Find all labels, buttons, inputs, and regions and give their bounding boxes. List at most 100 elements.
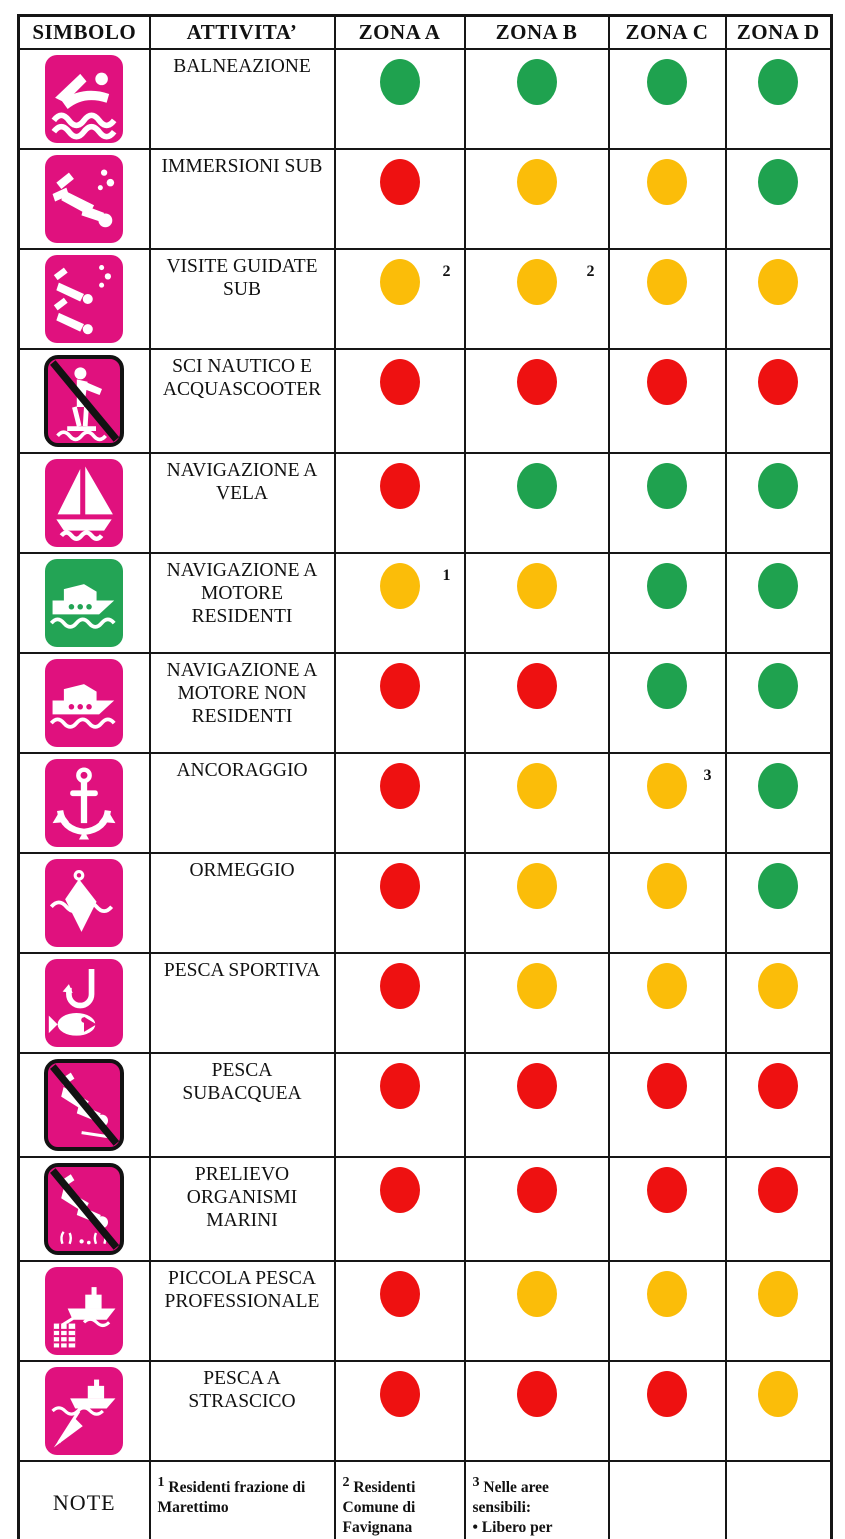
table-row: NAVIGAZIONE A MOTORE RESIDENTI 1 (17, 552, 833, 654)
status-dot (379, 463, 420, 509)
status-dot (647, 1063, 687, 1109)
status-dot (379, 763, 420, 809)
table-row: PESCA A STRASCICO (17, 1360, 833, 1462)
note-1: 1 Residenti frazione di Marettimo (148, 1460, 336, 1539)
water-skier-prohibited-icon (44, 355, 125, 447)
status-dot (516, 59, 557, 105)
notes-label: NOTE (17, 1460, 151, 1539)
note-3: 3 Nelle aree sensibili: • Libero per nat… (463, 1460, 610, 1539)
status-dot (758, 1167, 799, 1213)
organisms-collection-prohibited-icon (44, 1163, 125, 1255)
note-2-text: Residenti Comune di Favignana (342, 1479, 416, 1537)
activity-label: NAVIGAZIONE A VELA (148, 452, 336, 554)
activity-label: VISITE GUIDATE SUB (148, 248, 336, 350)
status-dot (758, 463, 799, 509)
table-row: ANCORAGGIO 3 (17, 752, 833, 854)
status-dot (379, 963, 420, 1009)
status-dot (647, 763, 687, 809)
status-dot (758, 863, 799, 909)
status-dot (516, 563, 557, 609)
status-dot (758, 663, 799, 709)
activity-label: PESCA SPORTIVA (148, 952, 336, 1054)
activity-label: ANCORAGGIO (148, 752, 336, 854)
table-row: VISITE GUIDATE SUB 2 2 (17, 248, 833, 350)
table-row: NAVIGAZIONE A VELA (17, 452, 833, 554)
status-dot (379, 259, 420, 305)
note-empty-cell (724, 1460, 833, 1539)
fishing-boat-with-net-icon (45, 1267, 124, 1355)
note-ref: 2 (586, 263, 595, 280)
mooring-buoy-icon (45, 859, 124, 947)
col-header-zona-a: ZONA A (333, 14, 466, 50)
motorboat-icon (45, 559, 124, 647)
status-dot (758, 1063, 799, 1109)
status-dot (379, 1371, 420, 1417)
status-dot (516, 1271, 557, 1317)
note-3-text: Nelle aree sensibili: • Libero per natan… (472, 1479, 553, 1537)
status-dot (647, 259, 687, 305)
status-dot (379, 1063, 420, 1109)
status-dot (758, 259, 799, 305)
col-header-simbolo: SIMBOLO (17, 14, 151, 50)
note-ref: 2 (442, 263, 451, 280)
note-2: 2 Residenti Comune di Favignana (333, 1460, 466, 1539)
status-dot (758, 1371, 799, 1417)
status-dot (647, 863, 687, 909)
status-dot (647, 359, 687, 405)
status-dot (647, 1167, 687, 1213)
status-dot (516, 763, 557, 809)
status-dot (758, 763, 799, 809)
sailboat-icon (45, 459, 124, 547)
status-dot (647, 1271, 687, 1317)
status-dot (647, 159, 687, 205)
status-dot (758, 1271, 799, 1317)
activity-label: NAVIGAZIONE A MOTORE RESIDENTI (148, 552, 336, 654)
status-dot (379, 663, 420, 709)
swimmer-icon (45, 55, 124, 143)
status-dot (379, 59, 420, 105)
status-dot (516, 359, 557, 405)
table-row: NAVIGAZIONE A MOTORE NON RESIDENTI (17, 652, 833, 754)
status-dot (379, 863, 420, 909)
col-header-zona-b: ZONA B (463, 14, 610, 50)
status-dot (758, 159, 799, 205)
status-dot (516, 463, 557, 509)
table-row: BALNEAZIONE (17, 48, 833, 150)
guided-divers-icon (45, 255, 124, 343)
trawler-icon (45, 1367, 124, 1455)
status-dot (516, 159, 557, 205)
motorboat-icon (45, 659, 124, 747)
table-row: PICCOLA PESCA PROFESSIONALE (17, 1260, 833, 1362)
status-dot (516, 1371, 557, 1417)
table-row: PESCA SPORTIVA (17, 952, 833, 1054)
activity-label: BALNEAZIONE (148, 48, 336, 150)
status-dot (379, 1271, 420, 1317)
activity-label: NAVIGAZIONE A MOTORE NON RESIDENTI (148, 652, 336, 754)
activity-label: SCI NAUTICO E ACQUASCOOTER (148, 348, 336, 454)
status-dot (758, 59, 799, 105)
status-dot (379, 1167, 420, 1213)
status-dot (647, 463, 687, 509)
col-header-attivita: ATTIVITA’ (148, 14, 336, 50)
col-header-zona-c: ZONA C (607, 14, 727, 50)
status-dot (516, 1167, 557, 1213)
note-2-ref: 2 (342, 1475, 350, 1490)
activity-label: PICCOLA PESCA PROFESSIONALE (148, 1260, 336, 1362)
table-row: SCI NAUTICO E ACQUASCOOTER (17, 348, 833, 454)
activity-label: PESCA A STRASCICO (148, 1360, 336, 1462)
note-ref: 3 (703, 767, 712, 784)
note-empty-cell (607, 1460, 727, 1539)
status-dot (516, 663, 557, 709)
status-dot (379, 159, 420, 205)
status-dot (379, 359, 420, 405)
activity-label: ORMEGGIO (148, 852, 336, 954)
status-dot (647, 59, 687, 105)
notes-row: NOTE 1 Residenti frazione di Marettimo 2… (17, 1460, 833, 1539)
status-dot (647, 563, 687, 609)
status-dot (379, 563, 420, 609)
status-dot (516, 1063, 557, 1109)
status-dot (516, 963, 557, 1009)
status-dot (758, 563, 799, 609)
col-header-zona-d: ZONA D (724, 14, 833, 50)
